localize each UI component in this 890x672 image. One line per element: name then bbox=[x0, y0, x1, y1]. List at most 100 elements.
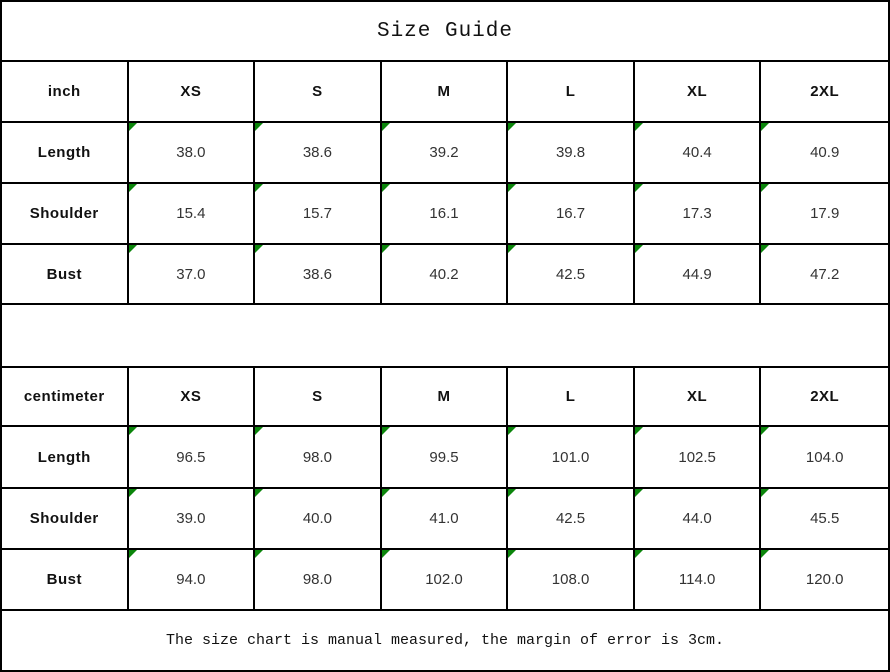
table-cell: 39.8 bbox=[508, 123, 635, 184]
row-label-bust: Bust bbox=[2, 245, 129, 305]
green-corner-flag-icon bbox=[761, 123, 770, 131]
green-corner-flag-icon bbox=[508, 489, 517, 497]
cell-value: 15.7 bbox=[302, 205, 333, 222]
table-cell: 101.0 bbox=[508, 427, 635, 489]
green-corner-flag-icon bbox=[128, 184, 137, 192]
green-corner-flag-icon bbox=[761, 427, 770, 435]
cell-value: 17.9 bbox=[810, 205, 840, 222]
footer-note: The size chart is manual measured, the m… bbox=[165, 632, 725, 649]
green-corner-flag-icon bbox=[634, 489, 643, 497]
cell-value: 44.9 bbox=[682, 265, 712, 283]
cell-value: 38.0 bbox=[176, 144, 206, 161]
table-cell: 99.5 bbox=[381, 427, 509, 489]
cell-value: 120.0 bbox=[805, 571, 844, 588]
cell-value: 37.0 bbox=[176, 265, 206, 283]
table-cell: 40.9 bbox=[761, 123, 888, 184]
table-cell: 108.0 bbox=[508, 550, 635, 611]
table-cell: 41.0 bbox=[381, 489, 509, 550]
cell-value: 47.2 bbox=[810, 265, 840, 283]
table-cell: 45.5 bbox=[761, 489, 888, 550]
table-cell: 17.3 bbox=[634, 184, 762, 245]
green-corner-flag-icon bbox=[508, 184, 517, 192]
cell-value: 38.6 bbox=[302, 265, 333, 283]
size-header-2xl: 2XL bbox=[761, 368, 888, 427]
size-header-xs: XS bbox=[128, 62, 256, 123]
green-corner-flag-icon bbox=[634, 123, 643, 131]
table-cell: 37.0 bbox=[128, 245, 256, 305]
table-cell: 96.5 bbox=[128, 427, 256, 489]
table-cell: 102.5 bbox=[634, 427, 762, 489]
green-corner-flag-icon bbox=[381, 123, 390, 131]
cell-value: 40.4 bbox=[682, 144, 712, 161]
cell-value: 114.0 bbox=[678, 571, 716, 588]
row-label-length: Length bbox=[2, 427, 129, 489]
green-corner-flag-icon bbox=[508, 550, 517, 558]
green-corner-flag-icon bbox=[128, 427, 137, 435]
table-cell: 16.7 bbox=[508, 184, 635, 245]
cell-value: 15.4 bbox=[176, 205, 206, 222]
table-cell: 15.7 bbox=[255, 184, 382, 245]
green-corner-flag-icon bbox=[128, 245, 137, 253]
cell-value: 40.9 bbox=[810, 144, 840, 161]
size-header-l: L bbox=[508, 368, 635, 427]
size-header-l: L bbox=[508, 62, 635, 123]
size-header-s: S bbox=[255, 62, 382, 123]
cell-value: 104.0 bbox=[805, 448, 844, 466]
cell-value: 42.5 bbox=[555, 265, 586, 283]
green-corner-flag-icon bbox=[381, 245, 390, 253]
green-corner-flag-icon bbox=[508, 245, 517, 253]
page-title: Size Guide bbox=[2, 2, 888, 62]
green-corner-flag-icon bbox=[508, 427, 517, 435]
unit-header-inch: inch bbox=[2, 62, 129, 123]
cell-value: 39.8 bbox=[555, 144, 586, 161]
cell-value: 16.1 bbox=[429, 205, 459, 222]
table-cell: 38.6 bbox=[255, 123, 382, 184]
size-header-xl: XL bbox=[634, 62, 762, 123]
size-header-m: M bbox=[381, 62, 509, 123]
table-cell: 44.9 bbox=[634, 245, 762, 305]
table-cell: 39.2 bbox=[381, 123, 509, 184]
size-header-xs: XS bbox=[128, 368, 256, 427]
cell-value: 99.5 bbox=[429, 448, 459, 466]
green-corner-flag-icon bbox=[508, 123, 517, 131]
cell-value: 38.6 bbox=[302, 144, 333, 161]
cell-value: 16.7 bbox=[555, 205, 586, 222]
green-corner-flag-icon bbox=[761, 550, 770, 558]
cell-value: 94.0 bbox=[176, 571, 206, 588]
table-cell: 47.2 bbox=[761, 245, 888, 305]
table-cell: 16.1 bbox=[381, 184, 509, 245]
table-cell: 40.2 bbox=[381, 245, 509, 305]
cell-value: 39.0 bbox=[176, 510, 206, 527]
table-cell: 94.0 bbox=[128, 550, 256, 611]
green-corner-flag-icon bbox=[634, 550, 643, 558]
table-cell: 98.0 bbox=[255, 550, 382, 611]
green-corner-flag-icon bbox=[634, 184, 643, 192]
row-label-shoulder: Shoulder bbox=[2, 489, 129, 550]
table-cell: 39.0 bbox=[128, 489, 256, 550]
cell-value: 102.0 bbox=[425, 571, 463, 588]
table-cell: 15.4 bbox=[128, 184, 256, 245]
green-corner-flag-icon bbox=[255, 184, 264, 192]
green-corner-flag-icon bbox=[761, 245, 770, 253]
size-header-xl: XL bbox=[634, 368, 762, 427]
green-corner-flag-icon bbox=[381, 550, 390, 558]
table-cell: 44.0 bbox=[634, 489, 762, 550]
row-label-bust: Bust bbox=[2, 550, 129, 611]
table-cell: 38.6 bbox=[255, 245, 382, 305]
green-corner-flag-icon bbox=[128, 489, 137, 497]
green-corner-flag-icon bbox=[381, 489, 390, 497]
cell-value: 45.5 bbox=[810, 510, 840, 527]
green-corner-flag-icon bbox=[255, 489, 264, 497]
green-corner-flag-icon bbox=[634, 427, 643, 435]
unit-header-centimeter: centimeter bbox=[2, 368, 129, 427]
green-corner-flag-icon bbox=[255, 123, 264, 131]
size-header-m: M bbox=[381, 368, 509, 427]
table-cell: 98.0 bbox=[255, 427, 382, 489]
row-label-length: Length bbox=[2, 123, 129, 184]
table-cell: 17.9 bbox=[761, 184, 888, 245]
green-corner-flag-icon bbox=[128, 550, 137, 558]
cell-value: 17.3 bbox=[682, 205, 712, 222]
green-corner-flag-icon bbox=[381, 427, 390, 435]
table-cell: 120.0 bbox=[761, 550, 888, 611]
